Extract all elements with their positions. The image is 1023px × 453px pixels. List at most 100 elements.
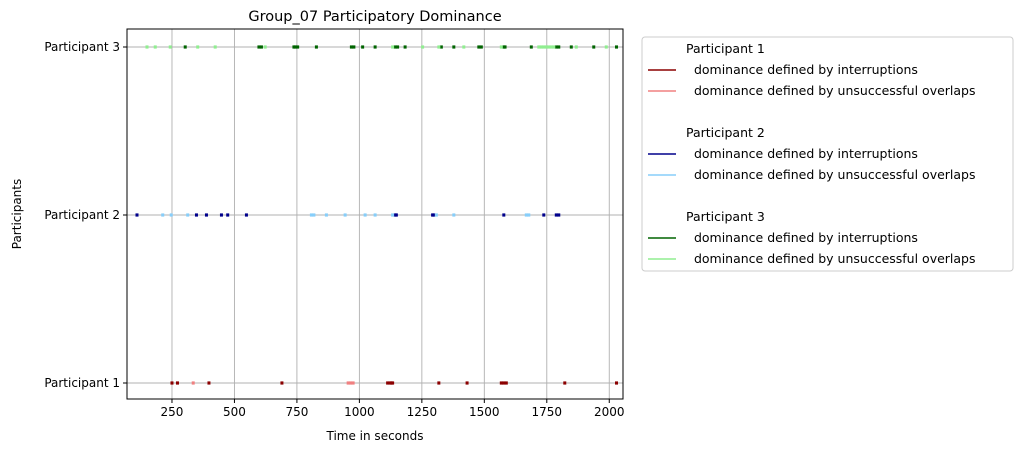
participant-2-overlap-mark xyxy=(186,213,190,217)
participant-1-interruption-mark xyxy=(504,381,508,385)
participant-3-interruption-mark xyxy=(477,45,481,49)
x-tick-label: 1250 xyxy=(407,405,438,419)
participant-3-overlap-mark xyxy=(542,45,546,49)
participant-3-overlap-mark xyxy=(213,45,217,49)
participant-3-overlap-mark xyxy=(539,45,543,49)
participant-3-overlap-mark xyxy=(549,45,553,49)
participant-3-overlap-mark xyxy=(544,45,548,49)
participant-3-interruption-mark xyxy=(503,45,507,49)
participant-2-interruption-mark xyxy=(554,213,558,217)
participant-3-overlap-mark xyxy=(437,45,441,49)
participant-3-overlap-mark xyxy=(547,45,551,49)
participant-3-interruption-mark xyxy=(349,45,353,49)
participant-1-overlap-mark xyxy=(346,381,350,385)
participant-1-interruption-mark xyxy=(207,381,211,385)
participant-2-overlap-mark xyxy=(169,213,173,217)
participant-3-interruption-mark xyxy=(314,45,318,49)
participant-1-interruption-mark xyxy=(563,381,567,385)
x-tick-label: 750 xyxy=(285,405,308,419)
participant-3-overlap-mark xyxy=(196,45,200,49)
x-tick-label: 1000 xyxy=(344,405,375,419)
participant-1-interruption-mark xyxy=(391,381,395,385)
legend-label: dominance defined by unsuccessful overla… xyxy=(686,83,976,98)
participant-2-overlap-mark xyxy=(343,213,347,217)
chart-title: Group_07 Participatory Dominance xyxy=(248,9,501,25)
participant-3-interruption-mark xyxy=(293,45,297,49)
participant-3-interruption-mark xyxy=(296,45,300,49)
participant-3-interruption-mark xyxy=(373,45,377,49)
participant-2-overlap-mark xyxy=(373,213,377,217)
legend-label: dominance defined by unsuccessful overla… xyxy=(686,167,976,182)
participant-3-overlap-mark xyxy=(537,45,541,49)
participant-3-overlap-mark xyxy=(168,45,172,49)
data-marks xyxy=(135,45,619,385)
y-axis: Participant 1 Participant 2 Participant 3 xyxy=(44,40,127,390)
participant-2-interruption-mark xyxy=(194,213,198,217)
participant-2-interruption-mark xyxy=(394,213,398,217)
legend-group-title: Participant 3 xyxy=(686,209,765,224)
participant-3-interruption-mark xyxy=(396,45,400,49)
participant-3-overlap-mark xyxy=(145,45,149,49)
participant-3-overlap-mark xyxy=(552,45,556,49)
participant-2-overlap-mark xyxy=(452,213,456,217)
participant-3-overlap-mark xyxy=(574,45,578,49)
participant-3-interruption-mark xyxy=(257,45,261,49)
participant-2-interruption-mark xyxy=(557,213,561,217)
participant-2-interruption-mark xyxy=(432,213,436,217)
participant-2-interruption-mark xyxy=(244,213,248,217)
participant-2-overlap-mark xyxy=(363,213,367,217)
participant-2-overlap-mark xyxy=(324,213,328,217)
participant-1-overlap-mark xyxy=(349,381,353,385)
participant-3-interruption-mark xyxy=(183,45,187,49)
legend-label: dominance defined by interruptions xyxy=(686,146,918,161)
participant-3-interruption-mark xyxy=(554,45,558,49)
legend-group-title: Participant 2 xyxy=(686,125,765,140)
participant-1-overlap-mark xyxy=(191,381,195,385)
y-tick-label: Participant 3 xyxy=(44,40,120,54)
participant-3-overlap-mark xyxy=(153,45,157,49)
legend-group-title: Participant 1 xyxy=(686,41,765,56)
y-tick-label: Participant 2 xyxy=(44,208,120,222)
participant-2-interruption-mark xyxy=(502,213,506,217)
participant-2-interruption-mark xyxy=(135,213,139,217)
participant-3-interruption-mark xyxy=(592,45,596,49)
x-tick-label: 250 xyxy=(161,405,184,419)
legend-label: dominance defined by interruptions xyxy=(686,62,918,77)
participant-1-interruption-mark xyxy=(280,381,284,385)
participant-1-interruption-mark xyxy=(175,381,179,385)
participant-2-overlap-mark xyxy=(524,213,528,217)
x-tick-label: 1500 xyxy=(469,405,500,419)
participant-2-interruption-mark xyxy=(226,213,230,217)
participant-3-interruption-mark xyxy=(529,45,533,49)
participant-3-interruption-mark xyxy=(569,45,573,49)
x-axis-label: Time in seconds xyxy=(326,429,424,443)
participant-1-interruption-mark xyxy=(502,381,506,385)
participant-3-overlap-mark xyxy=(604,45,608,49)
participant-3-interruption-mark xyxy=(479,45,483,49)
participant-2-overlap-mark xyxy=(312,213,316,217)
participant-2-overlap-mark xyxy=(161,213,165,217)
participant-2-interruption-mark xyxy=(204,213,208,217)
participant-2-overlap-mark xyxy=(527,213,531,217)
participant-1-interruption-mark xyxy=(615,381,619,385)
participant-3-interruption-mark xyxy=(403,45,407,49)
participant-3-interruption-mark xyxy=(259,45,263,49)
participant-2-overlap-mark xyxy=(434,213,438,217)
y-tick-label: Participant 1 xyxy=(44,376,120,390)
participant-2-interruption-mark xyxy=(542,213,546,217)
participant-3-overlap-mark xyxy=(462,45,466,49)
plot-frame xyxy=(126,28,624,400)
y-axis-label: Participants xyxy=(10,179,24,250)
legend-box xyxy=(641,36,1014,272)
x-axis: 250 500 750 1000 1250 1500 1750 2000 xyxy=(161,399,625,419)
legend: Participant 1 dominance defined by inter… xyxy=(641,36,1014,272)
participant-2-interruption-mark xyxy=(219,213,223,217)
participant-1-interruption-mark xyxy=(465,381,469,385)
participant-3-overlap-mark xyxy=(391,45,395,49)
participant-3-interruption-mark xyxy=(557,45,561,49)
participant-3-interruption-mark xyxy=(452,45,456,49)
x-tick-label: 2000 xyxy=(594,405,625,419)
participant-2-overlap-mark xyxy=(309,213,313,217)
participant-3-overlap-mark xyxy=(421,45,425,49)
